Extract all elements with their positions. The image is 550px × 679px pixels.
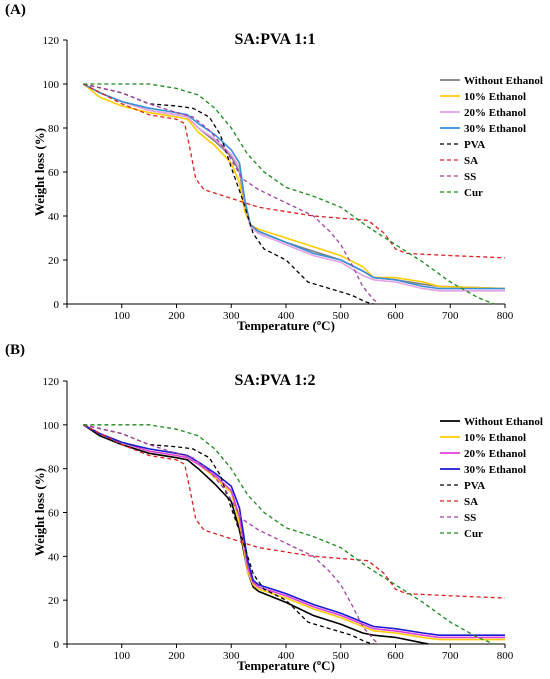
- series-line-pva: [83, 83, 374, 305]
- series-line-30-ethanol: [83, 424, 505, 636]
- legend-label: 10% Ethanol: [464, 432, 526, 444]
- legend-label: Without Ethanol: [464, 75, 543, 87]
- y-tick-label: 120: [43, 376, 60, 388]
- x-axis-title: Temperature (ºC): [237, 658, 335, 673]
- chart-panel-b: (B) SA:PVA 1:2 0 20 40 60 80 100 120 100 200 300 400…: [5, 342, 543, 673]
- y-tick-label: 40: [48, 211, 60, 223]
- x-tick-label: 200: [168, 310, 185, 322]
- y-axis-title: Weight loss (%): [32, 468, 47, 556]
- y-tick-label: 0: [54, 639, 60, 651]
- series-line-sa: [83, 83, 506, 259]
- x-tick-label: 100: [114, 650, 131, 662]
- legend-label: Cur: [464, 528, 483, 540]
- y-tick-label: 60: [48, 508, 60, 520]
- y-tick-label: 20: [48, 255, 60, 267]
- legend-label: PVA: [464, 480, 485, 492]
- x-tick-label: 500: [333, 650, 350, 662]
- legend-label: SS: [464, 512, 476, 524]
- x-tick-label: 400: [278, 650, 295, 662]
- y-tick-label: 120: [43, 35, 60, 47]
- panel-label: (B): [5, 342, 25, 358]
- panel-label: (A): [5, 2, 26, 18]
- series-line-sa: [83, 424, 506, 599]
- legend-label: PVA: [464, 139, 485, 151]
- chart-title: SA:PVA 1:2: [234, 372, 315, 389]
- y-axis-title: Weight loss (%): [32, 128, 47, 216]
- y-tick-label: 80: [48, 123, 60, 135]
- series-line-10-ethanol: [83, 424, 505, 641]
- legend: Without Ethanol 10% Ethanol 20% Ethanol 30%…: [440, 416, 543, 540]
- x-tick-label: 800: [497, 650, 514, 662]
- series-line-20-ethanol: [83, 424, 505, 639]
- y-tick-label: 60: [48, 167, 60, 179]
- x-axis-title: Temperature (ºC): [237, 318, 335, 333]
- legend-label: SA: [464, 496, 478, 508]
- y-tick-label: 0: [54, 299, 60, 311]
- legend-label: Without Ethanol: [464, 416, 543, 428]
- x-tick-label: 800: [497, 310, 514, 322]
- x-tick-label: 400: [278, 310, 295, 322]
- series-line-without-ethanol: [83, 83, 506, 290]
- legend: Without Ethanol 10% Ethanol 20% Ethanol 30%…: [440, 75, 543, 199]
- y-tick-label: 20: [48, 595, 60, 607]
- chart-panel-a: (A) SA:PVA 1:1 0 20 40 60 80 100 120 100 200 300 400…: [5, 2, 543, 333]
- series-line-cur: [83, 83, 495, 305]
- x-tick-label: 300: [223, 310, 240, 322]
- x-tick-label: 500: [333, 310, 350, 322]
- x-tick-label: 700: [442, 310, 459, 322]
- x-tick-label: 700: [442, 650, 459, 662]
- x-tick-label: 300: [223, 650, 240, 662]
- y-tick-label: 100: [43, 79, 60, 91]
- y-tick-label: 80: [48, 464, 60, 476]
- series-line-10-ethanol: [82, 83, 506, 290]
- legend-label: Cur: [464, 187, 483, 199]
- series-line-cur: [83, 424, 495, 645]
- legend-label: 30% Ethanol: [464, 464, 526, 476]
- x-tick-label: 100: [114, 310, 131, 322]
- legend-label: SS: [464, 171, 476, 183]
- legend-label: 20% Ethanol: [464, 448, 526, 460]
- series-line-30-ethanol: [83, 83, 505, 290]
- legend-label: 10% Ethanol: [464, 91, 526, 103]
- legend-label: 20% Ethanol: [464, 107, 526, 119]
- x-tick-label: 600: [387, 310, 404, 322]
- series-line-pva: [83, 424, 374, 645]
- series-line-ss: [83, 83, 380, 305]
- y-tick-label: 100: [43, 420, 60, 432]
- series-line-20-ethanol: [83, 83, 505, 292]
- x-tick-label: 200: [168, 650, 185, 662]
- x-tick-label: 600: [387, 650, 404, 662]
- series-line-without-ethanol: [82, 424, 429, 645]
- legend-label: SA: [464, 155, 478, 167]
- chart-title: SA:PVA 1:1: [234, 31, 315, 48]
- y-tick-label: 40: [48, 551, 60, 563]
- series-line-ss: [83, 424, 380, 645]
- legend-label: 30% Ethanol: [464, 123, 526, 135]
